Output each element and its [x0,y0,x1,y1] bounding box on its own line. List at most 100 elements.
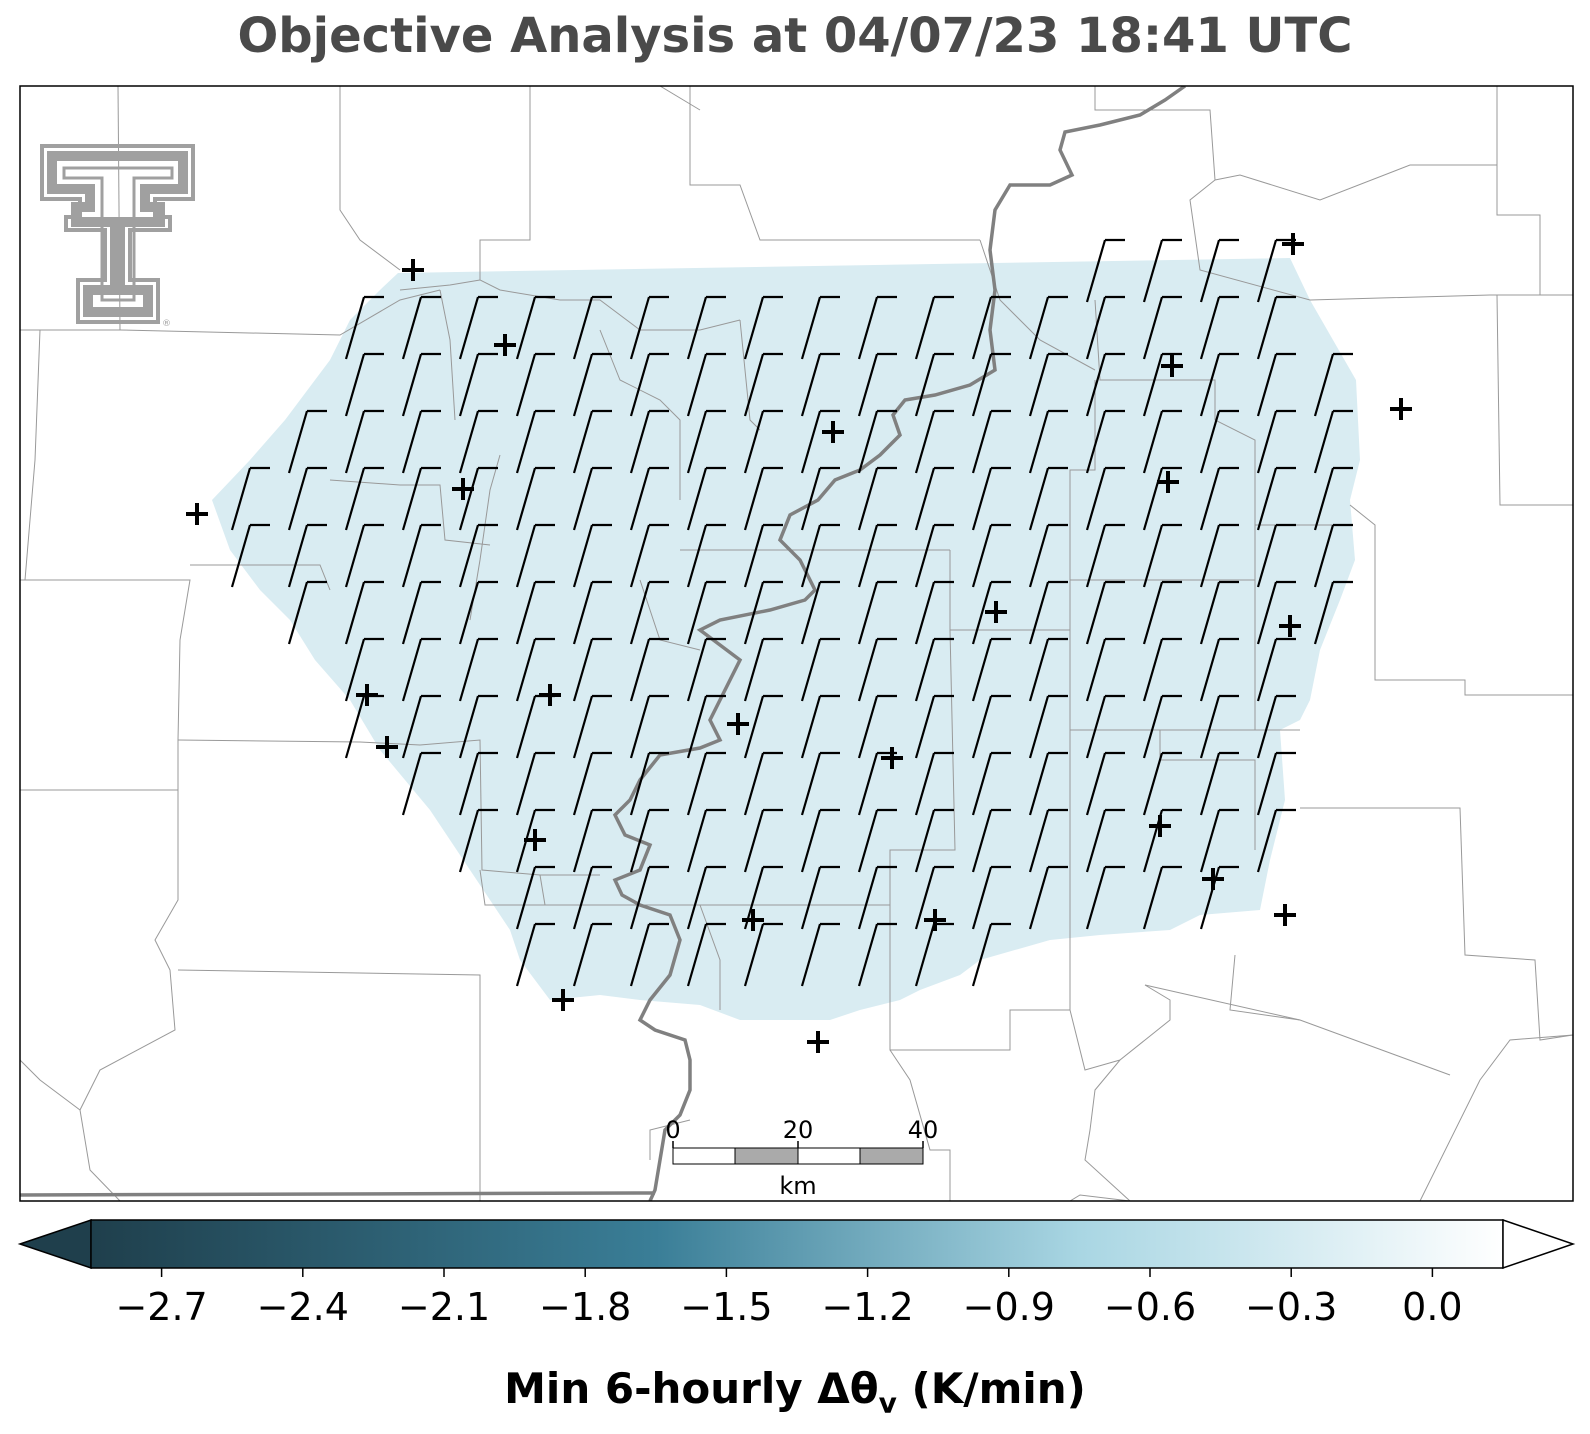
wind-barb-icon [914,523,954,588]
plus-icon [1274,904,1296,926]
wind-barb-icon [971,580,1011,645]
wind-barb-icon [1256,523,1296,588]
wind-barb-icon [800,523,840,588]
wind-barb-icon [401,751,441,816]
wind-barb-icon [344,637,384,702]
wind-barb-icon [857,637,897,702]
wind-barb-icon [914,295,954,360]
wind-barb-icon [1256,580,1296,645]
wind-barb-icon [401,352,441,417]
wind-barb-icon [686,409,726,474]
wind-barb-icon [344,523,384,588]
wind-barb-icon [629,808,669,873]
wind-barb-icon [1085,751,1125,816]
wind-barb-icon [458,466,498,531]
wind-barb-icon [800,751,840,816]
wind-barb-icon [686,466,726,531]
wind-barb-icon [515,922,555,987]
wind-barb-icon [458,352,498,417]
wind-barb-icon [743,751,783,816]
wind-barb-icon [914,808,954,873]
wind-barb-icon [230,523,270,588]
wind-barb-icon [971,352,1011,417]
wind-barb-icon [629,751,669,816]
wind-barb-icon [800,865,840,930]
colorbar-extend-high [1502,1218,1576,1270]
wind-barb-icon [1199,637,1239,702]
wind-barb-icon [572,580,612,645]
wind-barb-icon [800,466,840,531]
plus-icon [1282,233,1304,255]
colorbar-label: Min 6-hourly Δθv (K/min) [0,1364,1590,1419]
wind-barb-icon [629,409,669,474]
wind-barb-icon [1142,865,1182,930]
wind-barb-icon [971,922,1011,987]
wind-barb-icon [515,466,555,531]
wind-barb-icon [572,751,612,816]
wind-barb-icon [1028,808,1068,873]
wind-barb-icon [629,466,669,531]
wind-barb-icon [1028,295,1068,360]
wind-barb-icon [1313,352,1353,417]
registered-mark: ® [162,319,171,329]
wind-barb-icon [572,409,612,474]
wind-barb-icon [971,523,1011,588]
wind-barb-icon [1028,637,1068,702]
wind-barb-icon [971,295,1011,360]
wind-barb-icon [629,637,669,702]
wind-barb-icon [572,466,612,531]
wind-barb-icon [287,409,327,474]
plus-icon [822,421,844,443]
scale-tick-40: 40 [908,1116,939,1144]
wind-barb-icon [458,580,498,645]
wind-barb-icon [1085,808,1125,873]
plus-icon [807,1031,829,1053]
wind-barb-icon [857,694,897,759]
wind-barb-icon [743,808,783,873]
wind-barb-icon [1142,751,1182,816]
wind-barb-icon [1028,409,1068,474]
wind-barb-icon [1256,694,1296,759]
wind-barb-icon [800,637,840,702]
wind-barb-icon [1028,466,1068,531]
plus-icon [742,909,764,931]
colorbar-tick-label: −0.3 [1245,1285,1337,1329]
wind-barb-icon [743,694,783,759]
wind-barb-icon [1313,409,1353,474]
wind-barb-icon [1142,580,1182,645]
wind-barb-icon [1085,865,1125,930]
wind-barb-icon [515,637,555,702]
wind-barb-icon [515,409,555,474]
wind-barb-icon [1256,295,1296,360]
wind-barb-icon [1199,694,1239,759]
wind-barb-icon [1256,409,1296,474]
plus-icon [1157,471,1179,493]
wind-barb-icon [572,352,612,417]
plus-icon [452,478,474,500]
wind-barb-icon [515,751,555,816]
wind-barb-icon [800,922,840,987]
wind-barb-icon [1028,523,1068,588]
wind-barb-icon [401,295,441,360]
wind-barb-icon [1199,523,1239,588]
wind-barb-icon [230,466,270,531]
colorbar-tick-label: −2.1 [398,1285,490,1329]
wind-barb-icon [914,352,954,417]
wind-barb-icon [1142,523,1182,588]
wind-barb-icon [1199,751,1239,816]
wind-barb-icon [1199,466,1239,531]
wind-barb-icon [971,637,1011,702]
wind-barb-icon [629,694,669,759]
wind-barb-icon [1256,466,1296,531]
plus-icon [1279,615,1301,637]
wind-barb-icon [800,694,840,759]
wind-barb-icon [1256,751,1296,816]
wind-barb-icon [971,808,1011,873]
wind-barb-icon [1199,352,1239,417]
wind-barb-icon [1199,295,1239,360]
wind-barb-icon [743,922,783,987]
wind-barb-icon [686,523,726,588]
wind-barb-icon [629,865,669,930]
wind-barb-icon [1028,751,1068,816]
plus-icon [494,334,516,356]
